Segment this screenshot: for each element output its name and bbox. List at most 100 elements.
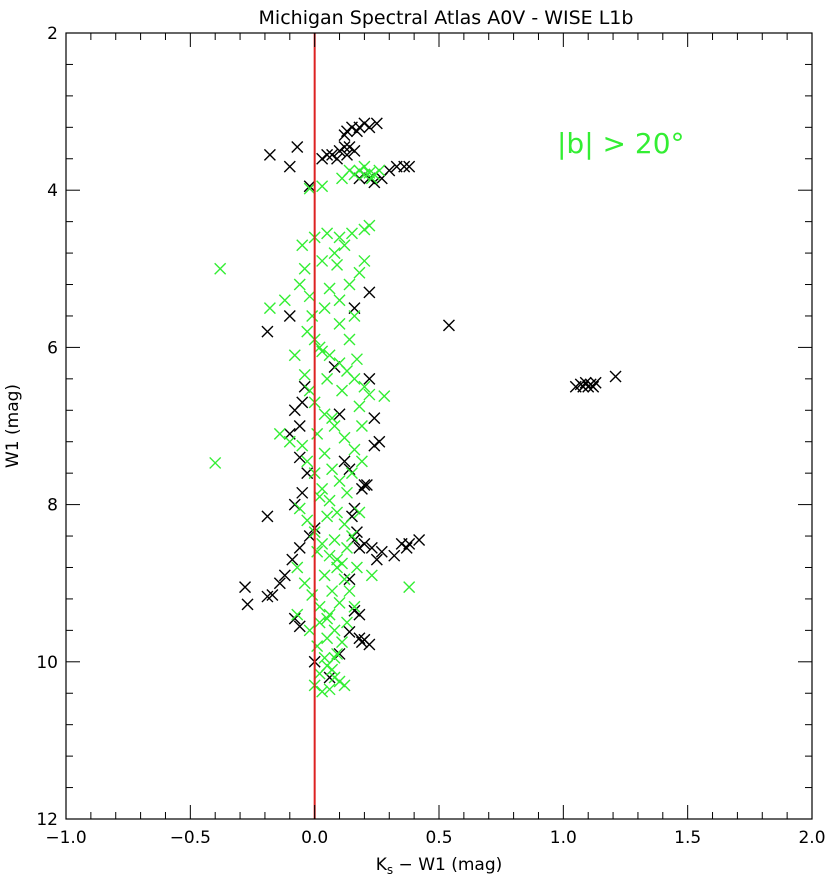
series-1-point-67 bbox=[338, 518, 351, 531]
series-1-point-107 bbox=[313, 490, 326, 503]
series-1-point-1 bbox=[316, 180, 329, 193]
series-0-point-93 bbox=[343, 625, 356, 638]
series-1-point-118 bbox=[336, 557, 349, 570]
series-0-point-83 bbox=[400, 541, 413, 554]
series-0-point-60 bbox=[278, 569, 291, 582]
series-0-point-16 bbox=[353, 121, 366, 134]
series-1-point-74 bbox=[316, 537, 329, 550]
series-0-point-44 bbox=[298, 380, 311, 393]
series-0-point-10 bbox=[340, 148, 353, 161]
series-1-point-130 bbox=[291, 608, 304, 621]
series-0-point-80 bbox=[375, 545, 388, 558]
series-1-point-0 bbox=[303, 182, 316, 195]
series-0-point-3 bbox=[303, 180, 316, 193]
series-0-point-0 bbox=[263, 148, 276, 161]
series-0-point-64 bbox=[239, 581, 252, 594]
series-1-point-119 bbox=[340, 616, 353, 629]
series-1-point-114 bbox=[321, 632, 334, 645]
series-1-point-101 bbox=[313, 341, 326, 354]
series-0-point-99 bbox=[296, 486, 309, 499]
series-1-point-47 bbox=[348, 372, 361, 385]
series-1-point-39 bbox=[348, 309, 361, 322]
series-1-point-35 bbox=[333, 294, 346, 307]
series-1-point-78 bbox=[343, 585, 356, 598]
series-0-point-86 bbox=[343, 573, 356, 586]
series-1-point-96 bbox=[323, 683, 336, 696]
y-axis-label: W1 (mag) bbox=[3, 384, 23, 468]
series-1-point-80 bbox=[323, 608, 336, 621]
series-1-point-102 bbox=[321, 372, 334, 385]
x-axis-label-rest: − W1 (mag) bbox=[393, 855, 502, 875]
series-1-point-98 bbox=[338, 679, 351, 692]
series-1-point-23 bbox=[321, 227, 334, 240]
series-1-point-76 bbox=[331, 561, 344, 574]
series-1-point-26 bbox=[358, 223, 371, 236]
x-tick-label: 0.0 bbox=[301, 828, 328, 848]
series-1-point-29 bbox=[328, 247, 341, 260]
series-1-point-128 bbox=[348, 600, 361, 613]
series-1-point-27 bbox=[363, 219, 376, 232]
series-0-point-53 bbox=[293, 451, 306, 464]
series-1-point-121 bbox=[323, 282, 336, 295]
series-0-point-4 bbox=[316, 152, 329, 165]
series-1-point-103 bbox=[326, 412, 339, 425]
series-0-point-55 bbox=[288, 498, 301, 511]
series-0-point-85 bbox=[413, 533, 426, 546]
series-1-point-90 bbox=[313, 667, 326, 680]
series-1-point-62 bbox=[301, 455, 314, 468]
series-1-point-36 bbox=[343, 278, 356, 291]
series-1-point-122 bbox=[331, 258, 344, 271]
y-tick-label: 10 bbox=[36, 653, 58, 673]
series-1-point-66 bbox=[331, 506, 344, 519]
series-1-point-17 bbox=[378, 390, 391, 403]
series-0-point-97 bbox=[333, 408, 346, 421]
series-1-point-85 bbox=[321, 612, 334, 625]
series-1-point-10 bbox=[358, 160, 371, 173]
series-1-point-52 bbox=[303, 384, 316, 397]
series-1-point-24 bbox=[333, 231, 346, 244]
series-0-point-69 bbox=[360, 478, 373, 491]
series-1-point-31 bbox=[298, 262, 311, 275]
series-1-point-55 bbox=[328, 420, 341, 432]
series-1-point-124 bbox=[350, 353, 363, 366]
series-0-point-31 bbox=[261, 325, 274, 338]
series-0-point-18 bbox=[363, 121, 376, 134]
series-1-point-49 bbox=[363, 388, 376, 401]
x-tick-label: −0.5 bbox=[170, 828, 211, 848]
series-1-point-111 bbox=[318, 569, 331, 582]
x-tick-label: −1.0 bbox=[45, 828, 86, 848]
series-1-point-51 bbox=[298, 368, 311, 381]
series-1-point-71 bbox=[293, 502, 306, 515]
y-tick-label: 4 bbox=[47, 181, 58, 201]
series-0-point-72 bbox=[348, 502, 361, 515]
series-0-point-1 bbox=[283, 160, 296, 173]
series-1-point-116 bbox=[336, 384, 349, 397]
series-1-point-77 bbox=[338, 573, 351, 586]
series-0-point-81 bbox=[388, 549, 401, 562]
series-1-point-84 bbox=[313, 600, 326, 613]
series-1-point-65 bbox=[323, 494, 336, 507]
series-0-point-51 bbox=[368, 439, 381, 452]
series-1-point-64 bbox=[316, 482, 329, 495]
series-0-point-32 bbox=[283, 309, 296, 322]
series-1-point-117 bbox=[340, 486, 353, 499]
x-axis-label-main: K bbox=[376, 855, 388, 875]
series-0-point-84 bbox=[403, 537, 416, 550]
series-1-point-115 bbox=[328, 651, 341, 664]
series-1-point-20 bbox=[365, 569, 378, 582]
series-0-point-95 bbox=[323, 671, 336, 684]
series-1-point-57 bbox=[348, 443, 361, 456]
series-0-point-46 bbox=[288, 404, 301, 417]
series-1-point-126 bbox=[353, 506, 366, 519]
series-1-point-37 bbox=[353, 266, 366, 279]
series-1-point-94 bbox=[326, 663, 339, 676]
series-1-point-60 bbox=[333, 475, 346, 488]
series-1-point-81 bbox=[291, 561, 304, 574]
series-0-point-20 bbox=[348, 144, 361, 157]
y-tick-label: 8 bbox=[47, 496, 58, 516]
series-0-point-76 bbox=[353, 541, 366, 554]
series-0-point-9 bbox=[338, 140, 351, 153]
series-1-point-125 bbox=[355, 420, 368, 432]
series-0-point-74 bbox=[350, 526, 363, 539]
series-0-point-19 bbox=[370, 117, 383, 130]
